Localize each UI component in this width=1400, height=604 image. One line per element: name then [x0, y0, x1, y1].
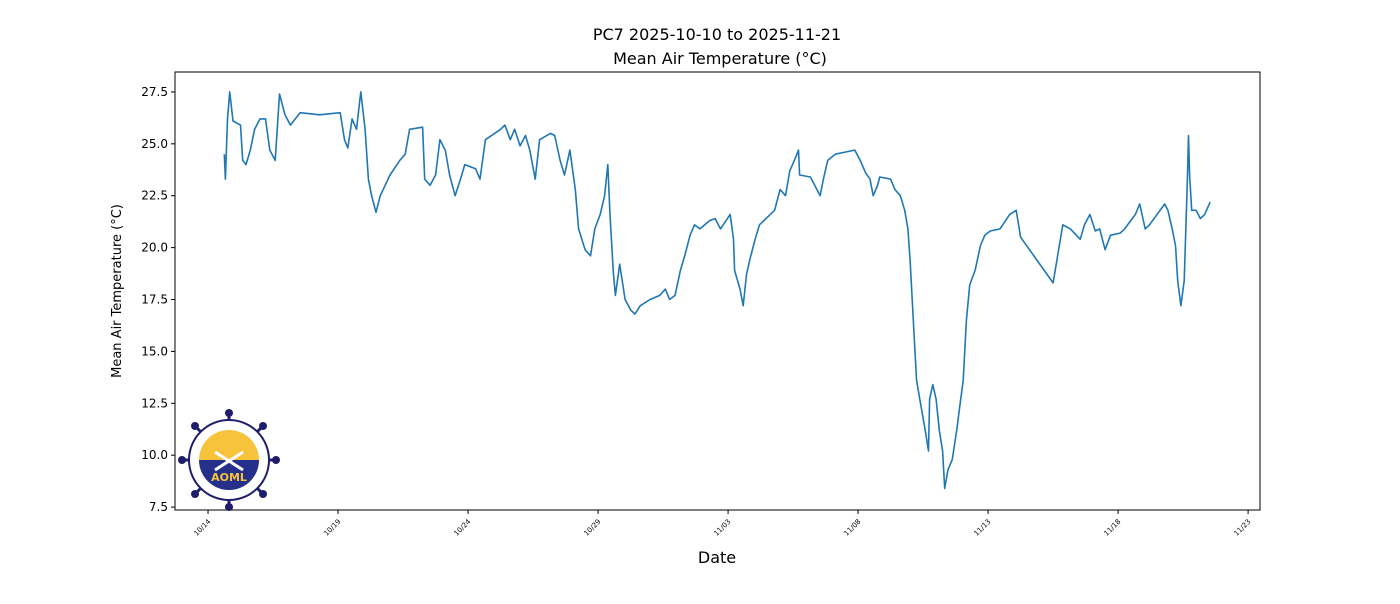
- y-tick-label: 17.5: [141, 293, 168, 307]
- chart-title: PC7 2025-10-10 to 2025-11-21: [593, 25, 841, 44]
- logo-cross: [214, 450, 244, 472]
- wheel-handles: [178, 409, 280, 511]
- y-tick-label: 10.0: [141, 448, 168, 462]
- logo-sea: [199, 460, 259, 490]
- y-tick-label: 27.5: [141, 85, 168, 99]
- y-tick-label: 25.0: [141, 137, 168, 151]
- y-tick-label: 7.5: [149, 500, 168, 514]
- plot-frame: [174, 71, 1261, 511]
- x-axis-label: Date: [698, 548, 736, 567]
- logo-text: AOML: [211, 471, 247, 484]
- y-tick-label: 22.5: [141, 189, 168, 203]
- y-tick-label: 12.5: [141, 396, 168, 410]
- data-line: [223, 91, 1211, 490]
- y-tick-label: 20.0: [141, 241, 168, 255]
- y-tick-label: 15.0: [141, 344, 168, 358]
- logo-sun: [199, 430, 259, 460]
- y-axis-label: Mean Air Temperature (°C): [110, 204, 125, 378]
- chart-subtitle: Mean Air Temperature (°C): [613, 49, 827, 68]
- logo: AOML: [178, 409, 280, 511]
